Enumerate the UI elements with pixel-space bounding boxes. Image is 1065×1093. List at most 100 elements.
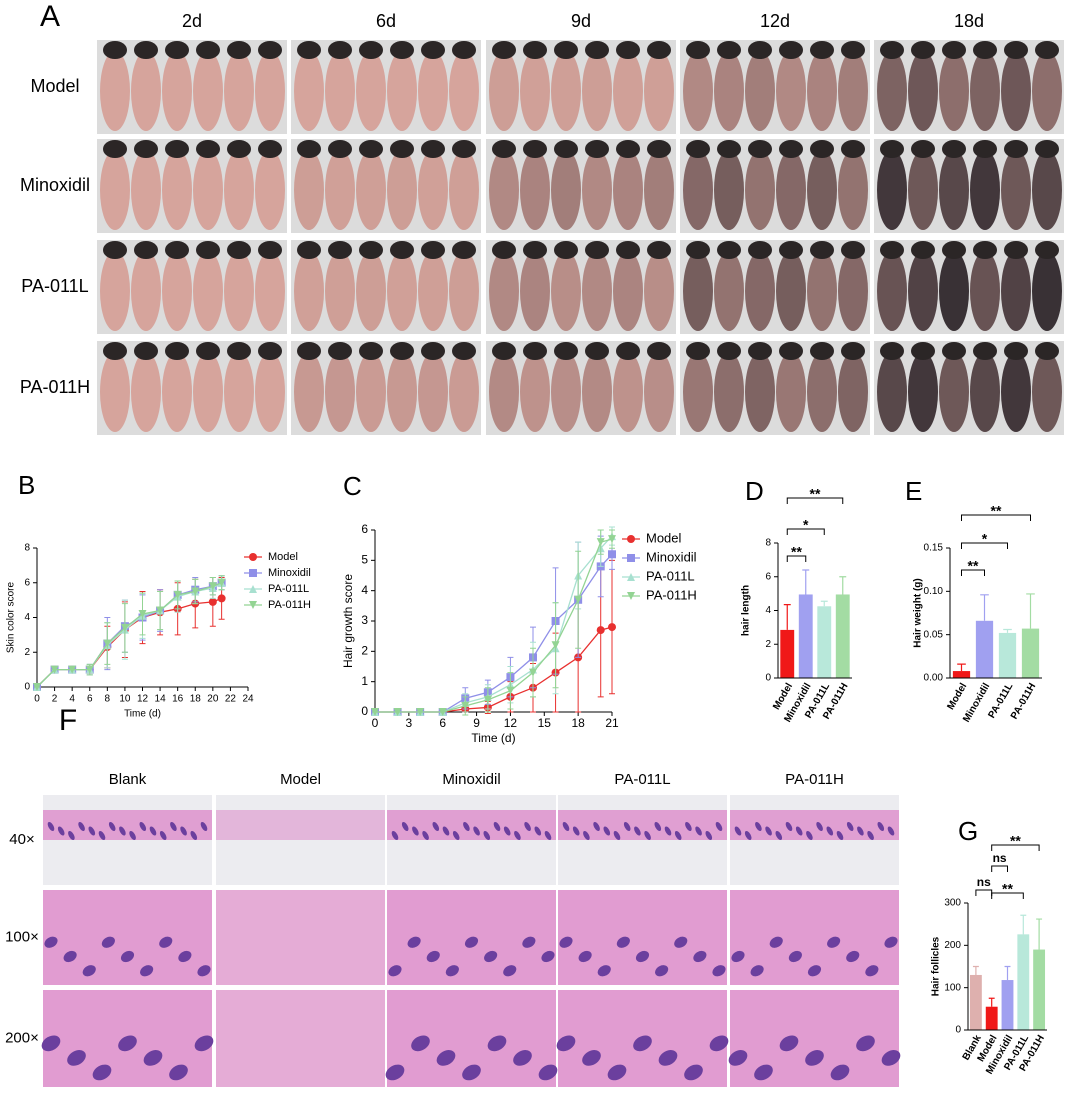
row-label: 200× xyxy=(5,1029,39,1046)
follicle xyxy=(830,1064,850,1081)
mouse-body xyxy=(838,150,868,230)
follicle xyxy=(119,826,126,836)
follicle xyxy=(816,821,823,832)
mouse-body xyxy=(193,51,223,131)
panel-label: E xyxy=(905,476,922,506)
mouse-head xyxy=(227,140,251,158)
follicle xyxy=(685,821,692,832)
follicle xyxy=(754,1064,773,1081)
follicle xyxy=(513,1050,532,1066)
mouse-body xyxy=(745,352,775,432)
row-label: 40× xyxy=(9,831,34,848)
mouse-head xyxy=(390,241,414,259)
follicle xyxy=(664,826,672,836)
mouse-head xyxy=(258,140,282,158)
x-tick-label: 18 xyxy=(571,716,585,730)
y-tick-label: 2 xyxy=(361,644,368,658)
x-tick-label: 6 xyxy=(439,716,446,730)
mouse-body xyxy=(162,251,192,331)
bar xyxy=(817,606,832,678)
mouse-head xyxy=(973,241,997,259)
follicle xyxy=(140,965,154,977)
follicle xyxy=(411,1035,430,1052)
mouse-body xyxy=(1001,51,1031,131)
follicle xyxy=(197,965,211,977)
x-axis-label: Time (d) xyxy=(471,731,515,745)
significance-bracket xyxy=(786,555,807,562)
follicle xyxy=(129,830,136,841)
tissue xyxy=(43,810,212,840)
mouse-head xyxy=(452,140,476,158)
mouse-head xyxy=(1004,342,1028,360)
follicle xyxy=(493,821,501,832)
series-line xyxy=(375,535,613,713)
marker xyxy=(608,550,616,559)
follicle xyxy=(785,821,793,832)
mouse-head xyxy=(686,140,710,158)
follicle xyxy=(775,830,783,841)
mouse-body xyxy=(1032,150,1062,230)
follicle xyxy=(47,821,55,832)
follicle xyxy=(82,965,96,977)
mouse-head xyxy=(841,342,865,360)
mouse-body xyxy=(193,150,223,230)
legend-marker xyxy=(627,573,635,581)
significance-label: ** xyxy=(1002,881,1013,897)
mouse-body xyxy=(1001,251,1031,331)
legend-label: PA-011L xyxy=(268,583,309,595)
y-tick-label: 8 xyxy=(765,538,771,549)
follicle xyxy=(644,830,651,841)
follicle xyxy=(623,821,631,832)
follicle xyxy=(674,936,688,948)
follicle xyxy=(709,1035,729,1052)
follicle xyxy=(779,1035,799,1052)
mouse-head xyxy=(717,241,741,259)
mouse-body xyxy=(683,150,713,230)
error-bar xyxy=(988,997,995,1007)
mouse-head xyxy=(134,342,158,360)
mouse-head xyxy=(1035,140,1059,158)
follicle xyxy=(769,936,783,948)
mouse-head xyxy=(880,140,904,158)
mouse-body xyxy=(100,150,130,230)
follicle xyxy=(503,965,517,977)
bar xyxy=(952,671,971,678)
mouse-body xyxy=(714,51,744,131)
tissue xyxy=(387,810,556,840)
mouse-head xyxy=(554,342,578,360)
x-tick-label: 4 xyxy=(69,694,75,705)
tissue xyxy=(216,890,385,985)
mouse-body xyxy=(714,150,744,230)
mouse-body xyxy=(100,352,130,432)
follicle xyxy=(436,1050,456,1066)
follicle xyxy=(884,936,898,948)
mouse-head xyxy=(390,41,414,59)
x-axis-label: Time (d) xyxy=(124,709,161,720)
y-axis-label: Hair follicles xyxy=(931,936,942,996)
follicle xyxy=(856,1035,875,1052)
bar xyxy=(975,620,994,678)
significance-bracket xyxy=(961,514,1031,521)
mouse-head xyxy=(165,140,189,158)
mouse-head xyxy=(585,140,609,158)
legend-label: PA-011L xyxy=(646,568,695,583)
follicle xyxy=(556,1035,576,1052)
mouse-body xyxy=(1032,251,1062,331)
mouse-body xyxy=(551,352,581,432)
mouse-body xyxy=(520,251,550,331)
mouse-head xyxy=(258,241,282,259)
mouse-body xyxy=(100,251,130,331)
mouse-body xyxy=(356,51,386,131)
follicle xyxy=(169,1064,188,1081)
mouse-head xyxy=(492,41,516,59)
x-tick-label: 0 xyxy=(372,716,379,730)
panel-label: D xyxy=(745,476,764,506)
follicle xyxy=(715,821,723,832)
mouse-head xyxy=(421,342,445,360)
mouse-head xyxy=(686,241,710,259)
follicle xyxy=(807,965,822,977)
mouse-body xyxy=(520,51,550,131)
mouse-body xyxy=(838,51,868,131)
mouse-head xyxy=(973,342,997,360)
follicle xyxy=(44,936,58,948)
